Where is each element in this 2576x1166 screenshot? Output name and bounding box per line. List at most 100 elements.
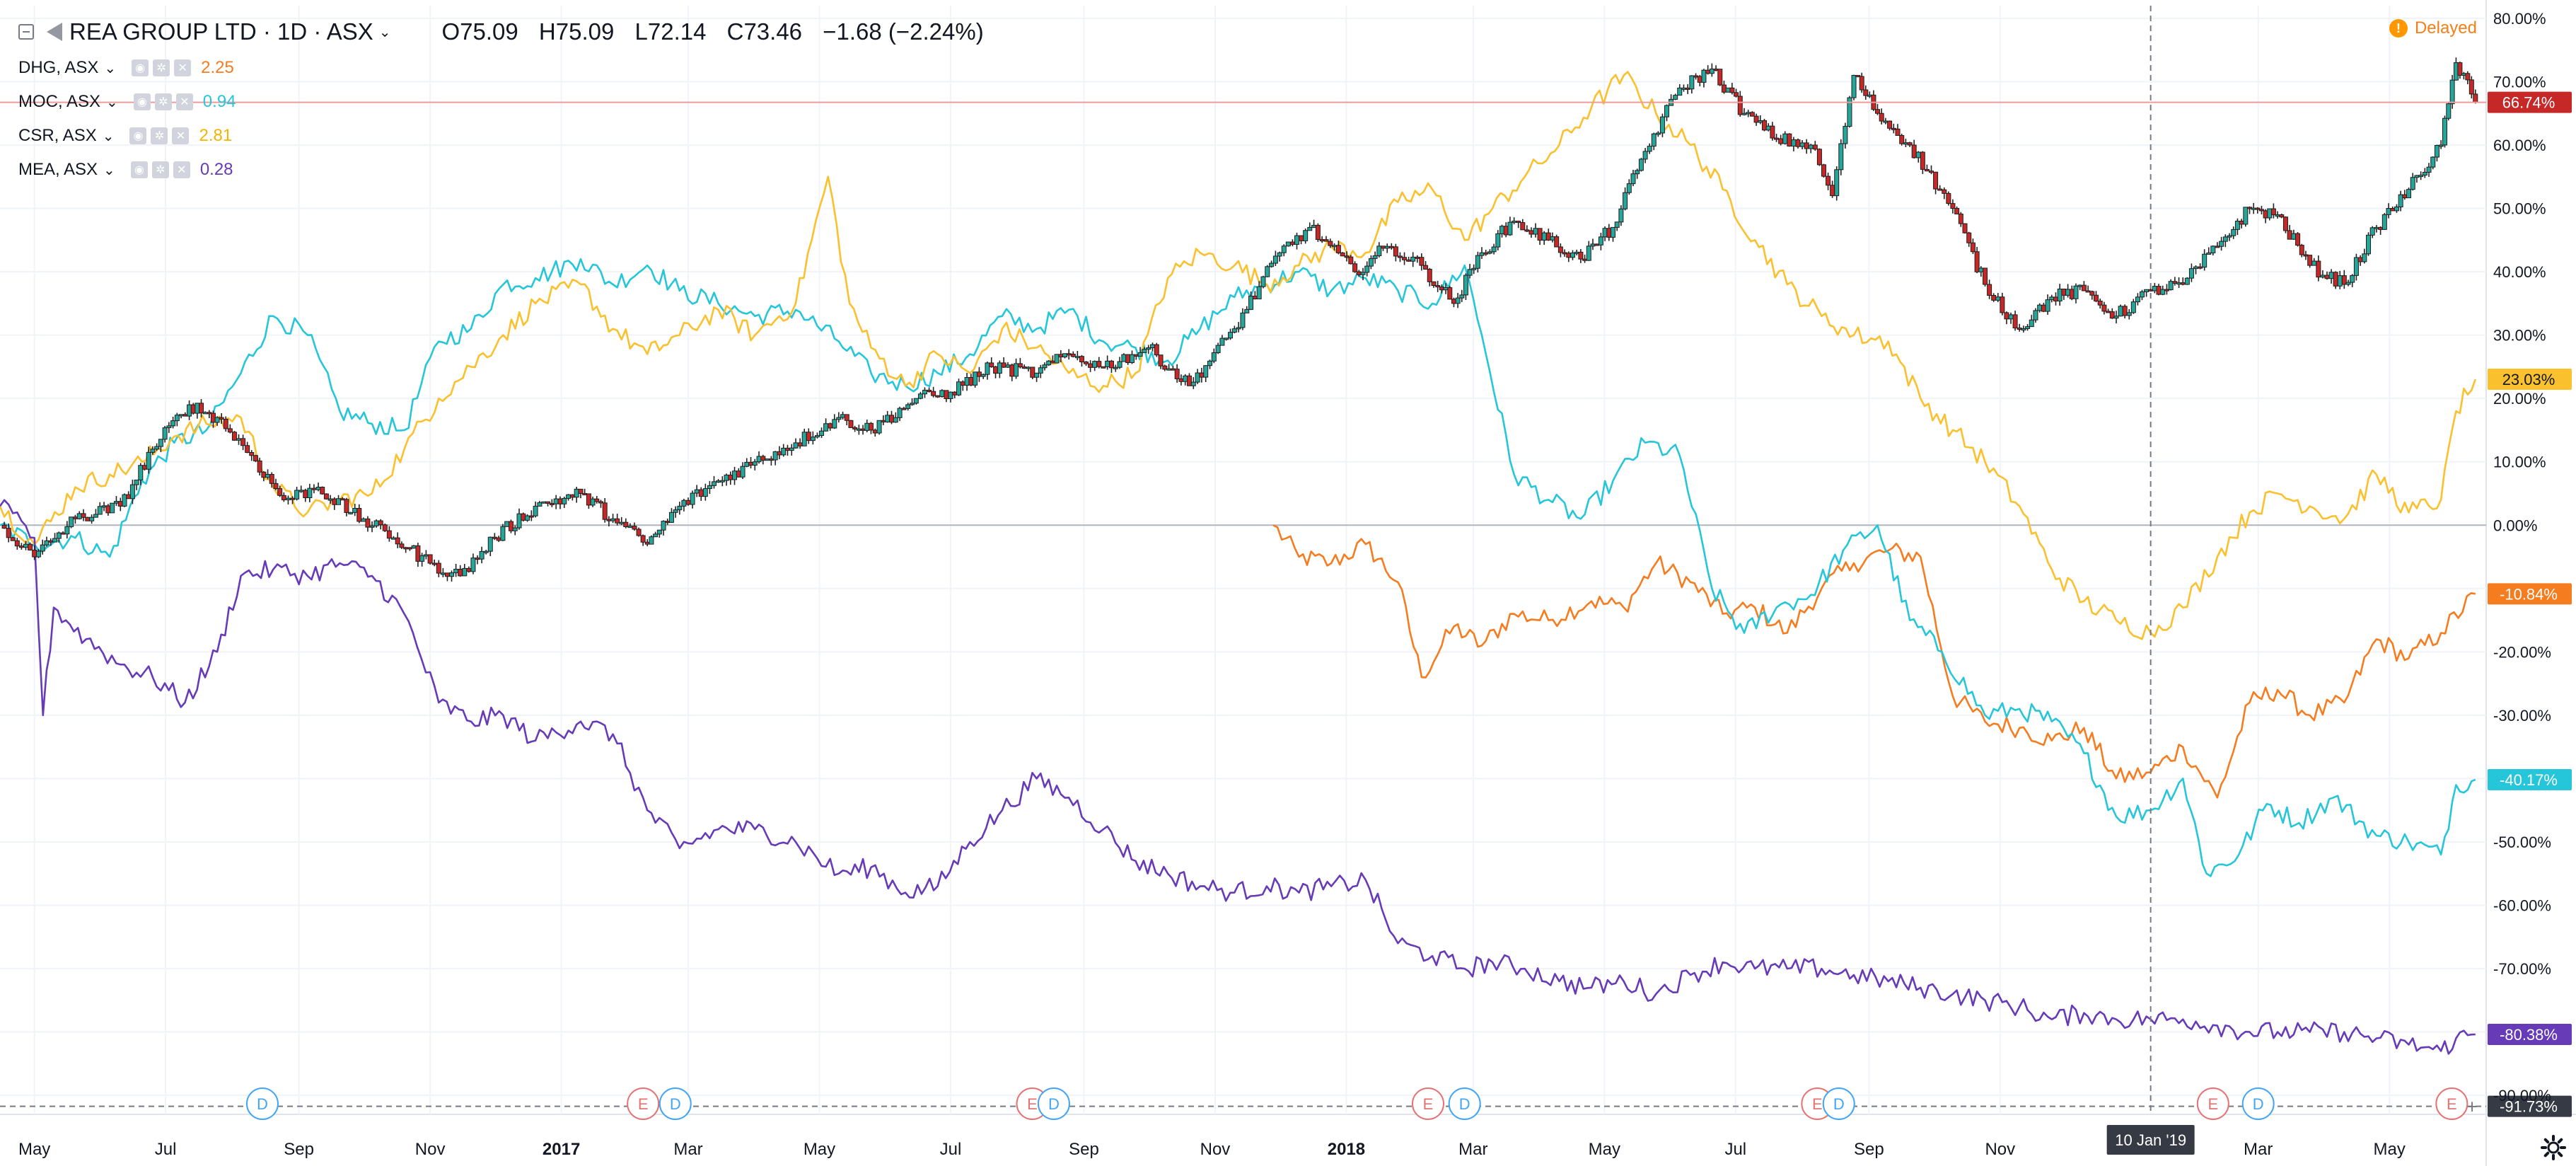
candle-body [2279, 214, 2285, 218]
candle-body [1340, 252, 1345, 257]
compare-row-dhg[interactable]: DHG, ASX ⌄ ◉ ✲ ✕ 2.25 [18, 51, 998, 85]
candle-body [2176, 282, 2182, 285]
price-tick-label: 0.00% [2493, 516, 2537, 534]
eye-icon[interactable]: ◉ [132, 59, 149, 76]
candle-body [2247, 207, 2253, 209]
earnings-marker-label: E [2207, 1095, 2218, 1113]
candle-body [2287, 230, 2292, 240]
dividend-marker[interactable] [1037, 1087, 1070, 1120]
candle-body [1451, 299, 1456, 304]
compare-symbol-name[interactable]: MEA, ASX [18, 160, 98, 179]
gear-icon[interactable]: ✲ [151, 127, 168, 144]
candle-body [1851, 74, 1857, 98]
gear-icon[interactable]: ✲ [153, 59, 170, 76]
chevron-down-icon[interactable]: ⌄ [106, 94, 118, 110]
main-symbol-row[interactable]: REA GROUP LTD · 1D · ASX ⌄ O75.09 H75.09… [18, 13, 998, 51]
candle-body [2029, 319, 2034, 328]
chevron-down-icon[interactable]: ⌄ [103, 162, 115, 178]
candle-body [1895, 128, 1901, 136]
dividend-marker[interactable] [245, 1087, 279, 1120]
eye-icon[interactable]: ◉ [129, 127, 147, 144]
candle-body [2012, 314, 2018, 329]
candle-body [1344, 255, 1350, 258]
close-icon[interactable]: ✕ [172, 127, 190, 144]
compare-symbol-name[interactable]: CSR, ASX [18, 126, 97, 145]
candle-body [1528, 230, 1534, 235]
compare-row-moc[interactable]: MOC, ASX ⌄ ◉ ✲ ✕ 0.94 [18, 85, 998, 119]
candle-body [719, 480, 725, 483]
candle-body [1883, 120, 1889, 123]
candle-body [1170, 368, 1176, 371]
candle-body [2446, 103, 2452, 119]
candle-body [1942, 189, 1947, 194]
compare-row-csr[interactable]: CSR, ASX ⌄ ◉ ✲ ✕ 2.81 [18, 119, 998, 153]
candle-body [1812, 144, 1818, 150]
series-line-moc [0, 258, 2476, 877]
candle-body [2148, 289, 2154, 292]
close-icon[interactable]: ✕ [174, 59, 192, 76]
candle-body [1903, 142, 1908, 145]
close-icon[interactable]: ✕ [175, 93, 193, 110]
candle-body [2215, 246, 2220, 248]
chevron-down-icon[interactable]: ⌄ [104, 60, 117, 76]
candle-body [1190, 381, 1196, 386]
candle-body [2406, 189, 2412, 199]
settings-gear-icon[interactable] [2541, 1135, 2566, 1160]
earnings-marker[interactable] [2196, 1087, 2229, 1120]
candle-body [2402, 194, 2408, 199]
candle-body [2239, 220, 2244, 225]
candle-body [1821, 164, 1826, 177]
candle-body [356, 508, 362, 522]
candle-body [323, 493, 329, 500]
candle-body [2362, 253, 2367, 262]
candle-body [893, 417, 898, 423]
compare-row-mea[interactable]: MEA, ASX ⌄ ◉ ✲ ✕ 0.28 [18, 153, 998, 187]
candle-body [178, 414, 184, 417]
dividend-marker[interactable] [1448, 1087, 1481, 1120]
candle-body [656, 529, 662, 535]
candle-body [653, 533, 658, 538]
eye-icon[interactable]: ◉ [133, 93, 151, 110]
candle-body [126, 494, 132, 500]
candle-body [1642, 151, 1648, 160]
candle-body [373, 520, 379, 526]
candle-body [240, 438, 246, 446]
candle-body [332, 498, 337, 505]
candle-body [1570, 252, 1575, 258]
candle-body [2017, 328, 2022, 330]
candle-body [281, 495, 286, 500]
candle-body [537, 502, 543, 507]
compare-symbol-name[interactable]: MOC, ASX [18, 92, 101, 111]
chevron-down-icon[interactable]: ⌄ [102, 128, 115, 144]
dividend-marker[interactable] [658, 1087, 692, 1120]
dividend-marker[interactable] [2241, 1087, 2275, 1120]
dividend-marker[interactable] [1822, 1087, 1855, 1120]
candle-body [1693, 75, 1699, 78]
candle-body [2101, 304, 2107, 312]
earnings-marker[interactable] [2435, 1087, 2468, 1120]
candle-body [1070, 353, 1076, 357]
candle-body [948, 391, 953, 399]
chevron-down-icon[interactable]: ⌄ [378, 24, 391, 40]
candle-body [1402, 257, 1408, 260]
candle-body [2345, 282, 2351, 285]
earnings-marker[interactable] [627, 1087, 660, 1120]
price-axis: 80.00% 70.00% 60.00% 50.00% 40.00% 30.00% 20.0… [2488, 10, 2572, 1104]
candle-body [253, 455, 258, 461]
candle-body [2069, 289, 2075, 299]
collapse-icon[interactable] [18, 24, 34, 40]
close-icon[interactable]: ✕ [173, 161, 190, 178]
candle-body [117, 501, 123, 507]
candle-body [1578, 251, 1584, 260]
candle-body [2430, 156, 2436, 168]
delayed-status[interactable]: ! Delayed [2389, 18, 2477, 38]
candle-body [1520, 222, 1526, 231]
gear-icon[interactable]: ✲ [151, 161, 169, 178]
candle-body [89, 516, 95, 521]
eye-icon[interactable]: ◉ [130, 161, 148, 178]
compare-symbol-name[interactable]: DHG, ASX [18, 58, 99, 77]
gear-icon[interactable]: ✲ [154, 93, 172, 110]
main-symbol-name[interactable]: REA GROUP LTD · 1D · ASX [69, 18, 373, 45]
earnings-marker[interactable] [1411, 1087, 1444, 1120]
